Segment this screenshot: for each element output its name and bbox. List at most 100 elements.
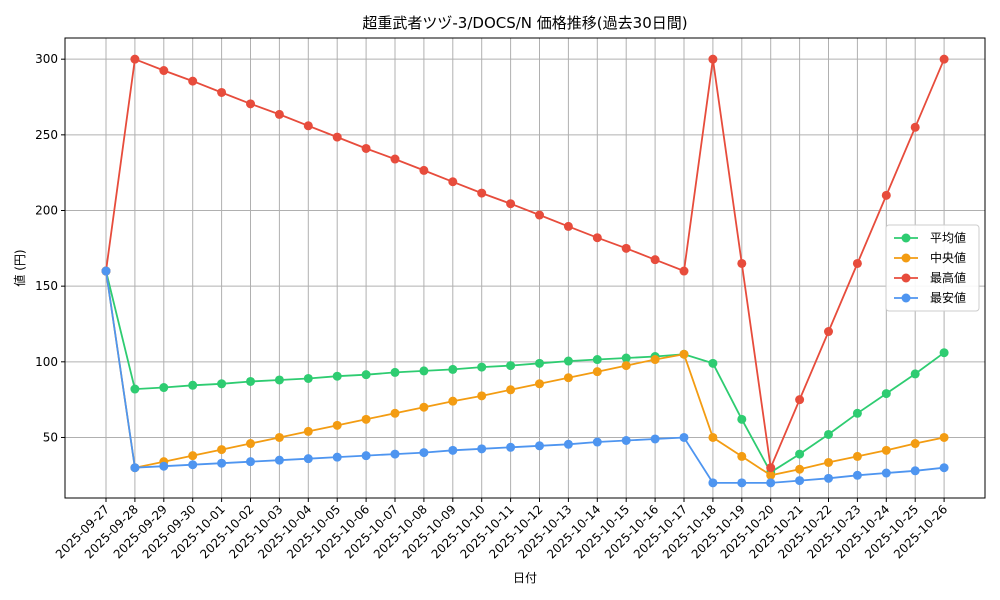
series-line	[105, 57, 945, 472]
data-point	[303, 454, 313, 464]
data-point	[824, 429, 833, 439]
data-point	[419, 366, 429, 376]
data-point	[563, 373, 573, 383]
data-point	[679, 432, 689, 442]
data-point	[766, 470, 776, 480]
data-point	[188, 380, 198, 390]
data-point	[130, 463, 140, 473]
data-point	[621, 361, 631, 371]
data-point	[303, 373, 313, 383]
series-line	[105, 270, 945, 484]
data-point	[477, 188, 487, 198]
data-point	[159, 461, 169, 471]
data-point	[448, 396, 458, 406]
data-point	[766, 463, 776, 473]
data-point	[188, 451, 198, 461]
data-point	[101, 266, 111, 276]
data-point	[910, 439, 920, 449]
data-point	[679, 266, 689, 276]
legend-marker	[901, 273, 911, 283]
data-point	[130, 384, 140, 394]
data-point	[621, 243, 631, 253]
y-tick-label: 200	[35, 204, 58, 218]
data-point	[939, 463, 949, 473]
data-point	[592, 233, 602, 243]
data-point	[852, 451, 862, 461]
data-point	[737, 478, 747, 488]
data-point	[737, 451, 747, 461]
x-axis: 2025-09-272025-09-282025-09-292025-09-30…	[53, 498, 950, 561]
data-point	[217, 379, 227, 389]
grid	[65, 38, 985, 498]
data-point	[708, 358, 718, 368]
legend-box	[885, 224, 980, 312]
data-point	[679, 349, 689, 359]
data-point	[535, 441, 544, 451]
data-point	[448, 364, 458, 374]
data-point	[535, 358, 544, 368]
data-point	[708, 478, 718, 488]
data-point	[303, 426, 313, 436]
data-point	[361, 143, 371, 153]
data-point	[650, 355, 660, 365]
data-point	[274, 109, 284, 119]
data-point	[274, 375, 284, 385]
data-point	[390, 154, 400, 164]
y-axis: 50 100 150 200 250 300	[35, 52, 65, 444]
data-point	[650, 255, 660, 265]
legend-item: 平均値	[894, 230, 966, 245]
data-point	[274, 432, 284, 442]
data-point	[303, 121, 313, 131]
series-中央値	[101, 266, 949, 480]
data-point	[766, 478, 776, 488]
data-point	[795, 395, 805, 405]
data-point	[910, 369, 920, 379]
data-point	[448, 445, 458, 455]
data-point	[274, 455, 284, 465]
legend-item: 最高値	[894, 270, 966, 285]
legend-item: 最安値	[894, 290, 966, 305]
data-point	[332, 420, 342, 430]
data-point	[217, 87, 227, 97]
y-tick-label: 250	[35, 128, 58, 142]
data-point	[188, 76, 198, 86]
legend-label: 最安値	[930, 290, 966, 305]
data-point	[477, 391, 487, 401]
data-point	[506, 361, 516, 371]
data-point	[159, 383, 169, 393]
data-point	[592, 367, 602, 377]
data-point	[708, 432, 718, 442]
data-point	[419, 448, 429, 458]
data-point	[159, 66, 169, 76]
data-point	[130, 54, 140, 64]
data-point	[795, 464, 805, 474]
data-point	[592, 355, 602, 365]
legend-label: 中央値	[930, 250, 966, 265]
data-point	[852, 408, 862, 418]
data-point	[246, 99, 255, 109]
data-point	[217, 445, 227, 455]
data-point	[477, 362, 487, 372]
plot-frame	[64, 37, 986, 499]
data-point	[737, 258, 747, 268]
data-point	[390, 449, 400, 459]
data-point	[824, 473, 833, 483]
data-point	[795, 476, 805, 486]
series-最安値	[101, 266, 949, 488]
data-point	[824, 457, 833, 467]
y-tick-label: 100	[35, 355, 58, 369]
data-point	[506, 199, 516, 209]
data-point	[852, 258, 862, 268]
data-point	[737, 414, 747, 424]
data-point	[563, 221, 573, 231]
legend-label: 平均値	[930, 230, 966, 245]
data-point	[939, 348, 949, 358]
data-point	[448, 177, 458, 187]
data-point	[824, 327, 833, 337]
y-tick-label: 300	[35, 52, 58, 66]
data-point	[939, 432, 949, 442]
data-point	[361, 414, 371, 424]
data-point	[332, 371, 342, 381]
data-point	[563, 356, 573, 366]
